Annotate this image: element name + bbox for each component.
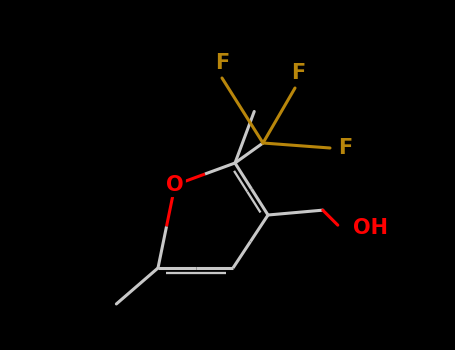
Text: F: F [215,53,229,73]
Text: F: F [338,138,352,158]
Text: O: O [166,175,184,195]
Text: F: F [291,63,305,83]
Text: OH: OH [353,218,388,238]
